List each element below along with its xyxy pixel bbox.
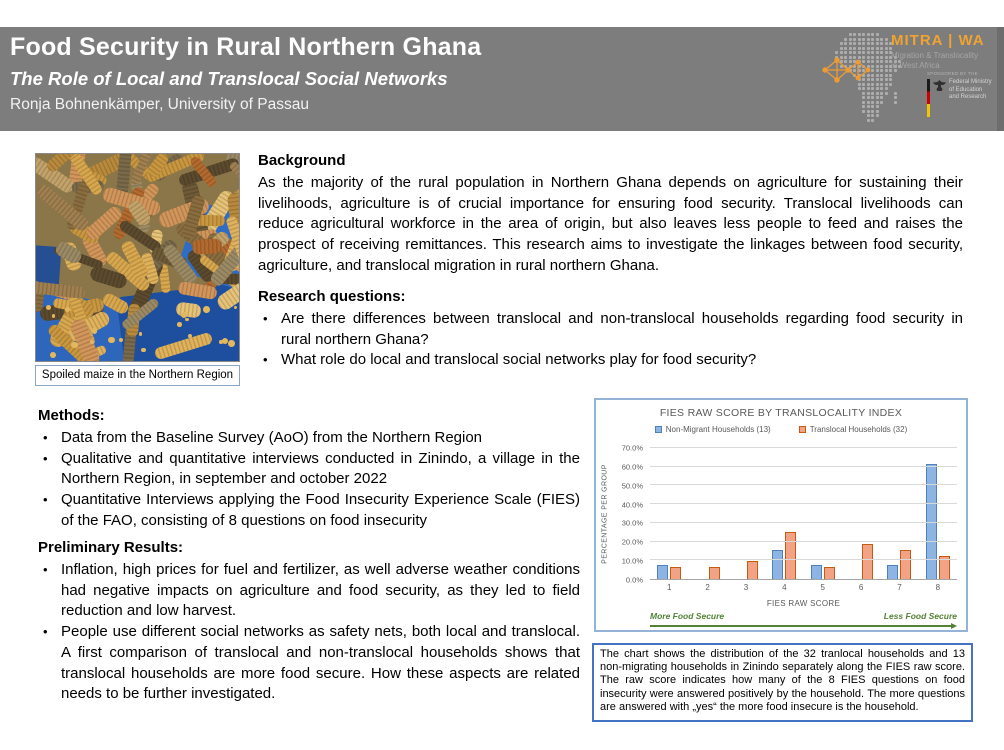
legend-item: Translocal Households (32): [798, 425, 907, 434]
bullet-marker: •: [43, 450, 48, 466]
list-item: • Are there differences between transloca…: [258, 309, 963, 350]
bullet-marker: •: [263, 311, 268, 326]
chart-legend: Non-Migrant Households (13) Translocal Ho…: [596, 425, 966, 434]
methods-list: • Data from the Baseline Survey (AoO) fro…: [38, 428, 580, 532]
research-questions-section: Research questions: • Are there differenc…: [258, 288, 963, 371]
poster-author: Ronja Bohnenkämper, University of Passau: [10, 96, 309, 113]
header-right-edge: [997, 27, 1004, 131]
background-text: As the majority of the rural population …: [258, 174, 963, 274]
header-band: Food Security in Rural Northern Ghana Th…: [0, 27, 1004, 131]
translocal-network-icon: [822, 57, 871, 83]
research-questions-list: • Are there differences between transloca…: [258, 309, 963, 371]
fies-bar-chart: FIES RAW SCORE BY TRANSLOCALITY INDEX No…: [594, 398, 968, 632]
results-heading: Preliminary Results:: [38, 539, 184, 556]
bullet-marker: •: [43, 562, 48, 577]
mitra-wa-logo: MITRA | WA Migration & Translocality in …: [891, 32, 997, 70]
logo-area: MITRA | WA Migration & Translocality in …: [807, 27, 997, 131]
photo-caption: Spoiled maize in the Northern Region: [35, 365, 240, 386]
legend-item: Non-Migrant Households (13): [654, 425, 771, 434]
list-item: • People use different social networks as…: [38, 622, 580, 705]
spoiled-maize-photo: [35, 153, 240, 362]
legend-swatch-icon: [798, 426, 806, 433]
legend-swatch-icon: [654, 426, 662, 433]
background-section: Background As the majority of the rural …: [258, 152, 963, 277]
poster-title: Food Security in Rural Northern Ghana: [10, 33, 482, 61]
results-list: • Inflation, high prices for fuel and fer…: [38, 560, 580, 705]
bullet-marker: •: [43, 492, 48, 508]
list-item: • Data from the Baseline Survey (AoO) fro…: [38, 428, 580, 449]
bullet-marker: •: [43, 624, 48, 640]
chart-title: FIES RAW SCORE BY TRANSLOCALITY INDEX: [659, 407, 903, 419]
sponsored-by-label: SPONSORED BY THE: [927, 71, 978, 76]
results-section: Preliminary Results: • Inflation, high pr…: [38, 539, 580, 705]
chart-x-axis-label: FIES RAW SCORE: [766, 599, 841, 608]
mitra-wa-tagline: Migration & Translocality in West Africa: [891, 51, 979, 70]
list-item: • Inflation, high prices for fuel and fer…: [38, 560, 580, 622]
research-questions-heading: Research questions:: [258, 288, 406, 305]
methods-section: Methods: • Data from the Baseline Survey …: [38, 407, 580, 532]
chart-annotations: More Food Secure Less Food Secure: [650, 611, 957, 621]
ministry-logo: SPONSORED BY THE Federal Ministry of Edu…: [927, 71, 997, 117]
annotation-less-food-secure: Less Food Secure: [883, 611, 957, 621]
background-heading: Background: [258, 152, 346, 169]
list-item: • Qualitative and quantitative interviews…: [38, 449, 580, 490]
chart-bars: [650, 448, 957, 579]
food-security-arrow-icon: [650, 622, 957, 629]
chart-caption: The chart shows the distribution of the …: [592, 643, 973, 722]
annotation-more-food-secure: More Food Secure: [650, 611, 725, 621]
methods-heading: Methods:: [38, 407, 105, 424]
list-item: • What role do local and translocal socia…: [258, 350, 963, 371]
chart-y-ticks: 0.0% 10.0% 20.0% 30.0% 40.0% 50.0% 60.0% 70.0%: [621, 443, 643, 585]
bullet-marker: •: [43, 430, 48, 445]
german-flag-bar-icon: [927, 79, 930, 117]
federal-eagle-icon: [932, 79, 947, 97]
bullet-marker: •: [263, 352, 268, 368]
ministry-name: Federal Ministry of Education and Resear…: [949, 79, 992, 100]
list-item: • Quantitative Interviews applying the Fo…: [38, 490, 580, 531]
chart-plot-area: [650, 447, 957, 580]
poster-subtitle: The Role of Local and Translocal Social …: [10, 68, 448, 89]
mitra-wa-wordmark: MITRA | WA: [891, 32, 985, 49]
